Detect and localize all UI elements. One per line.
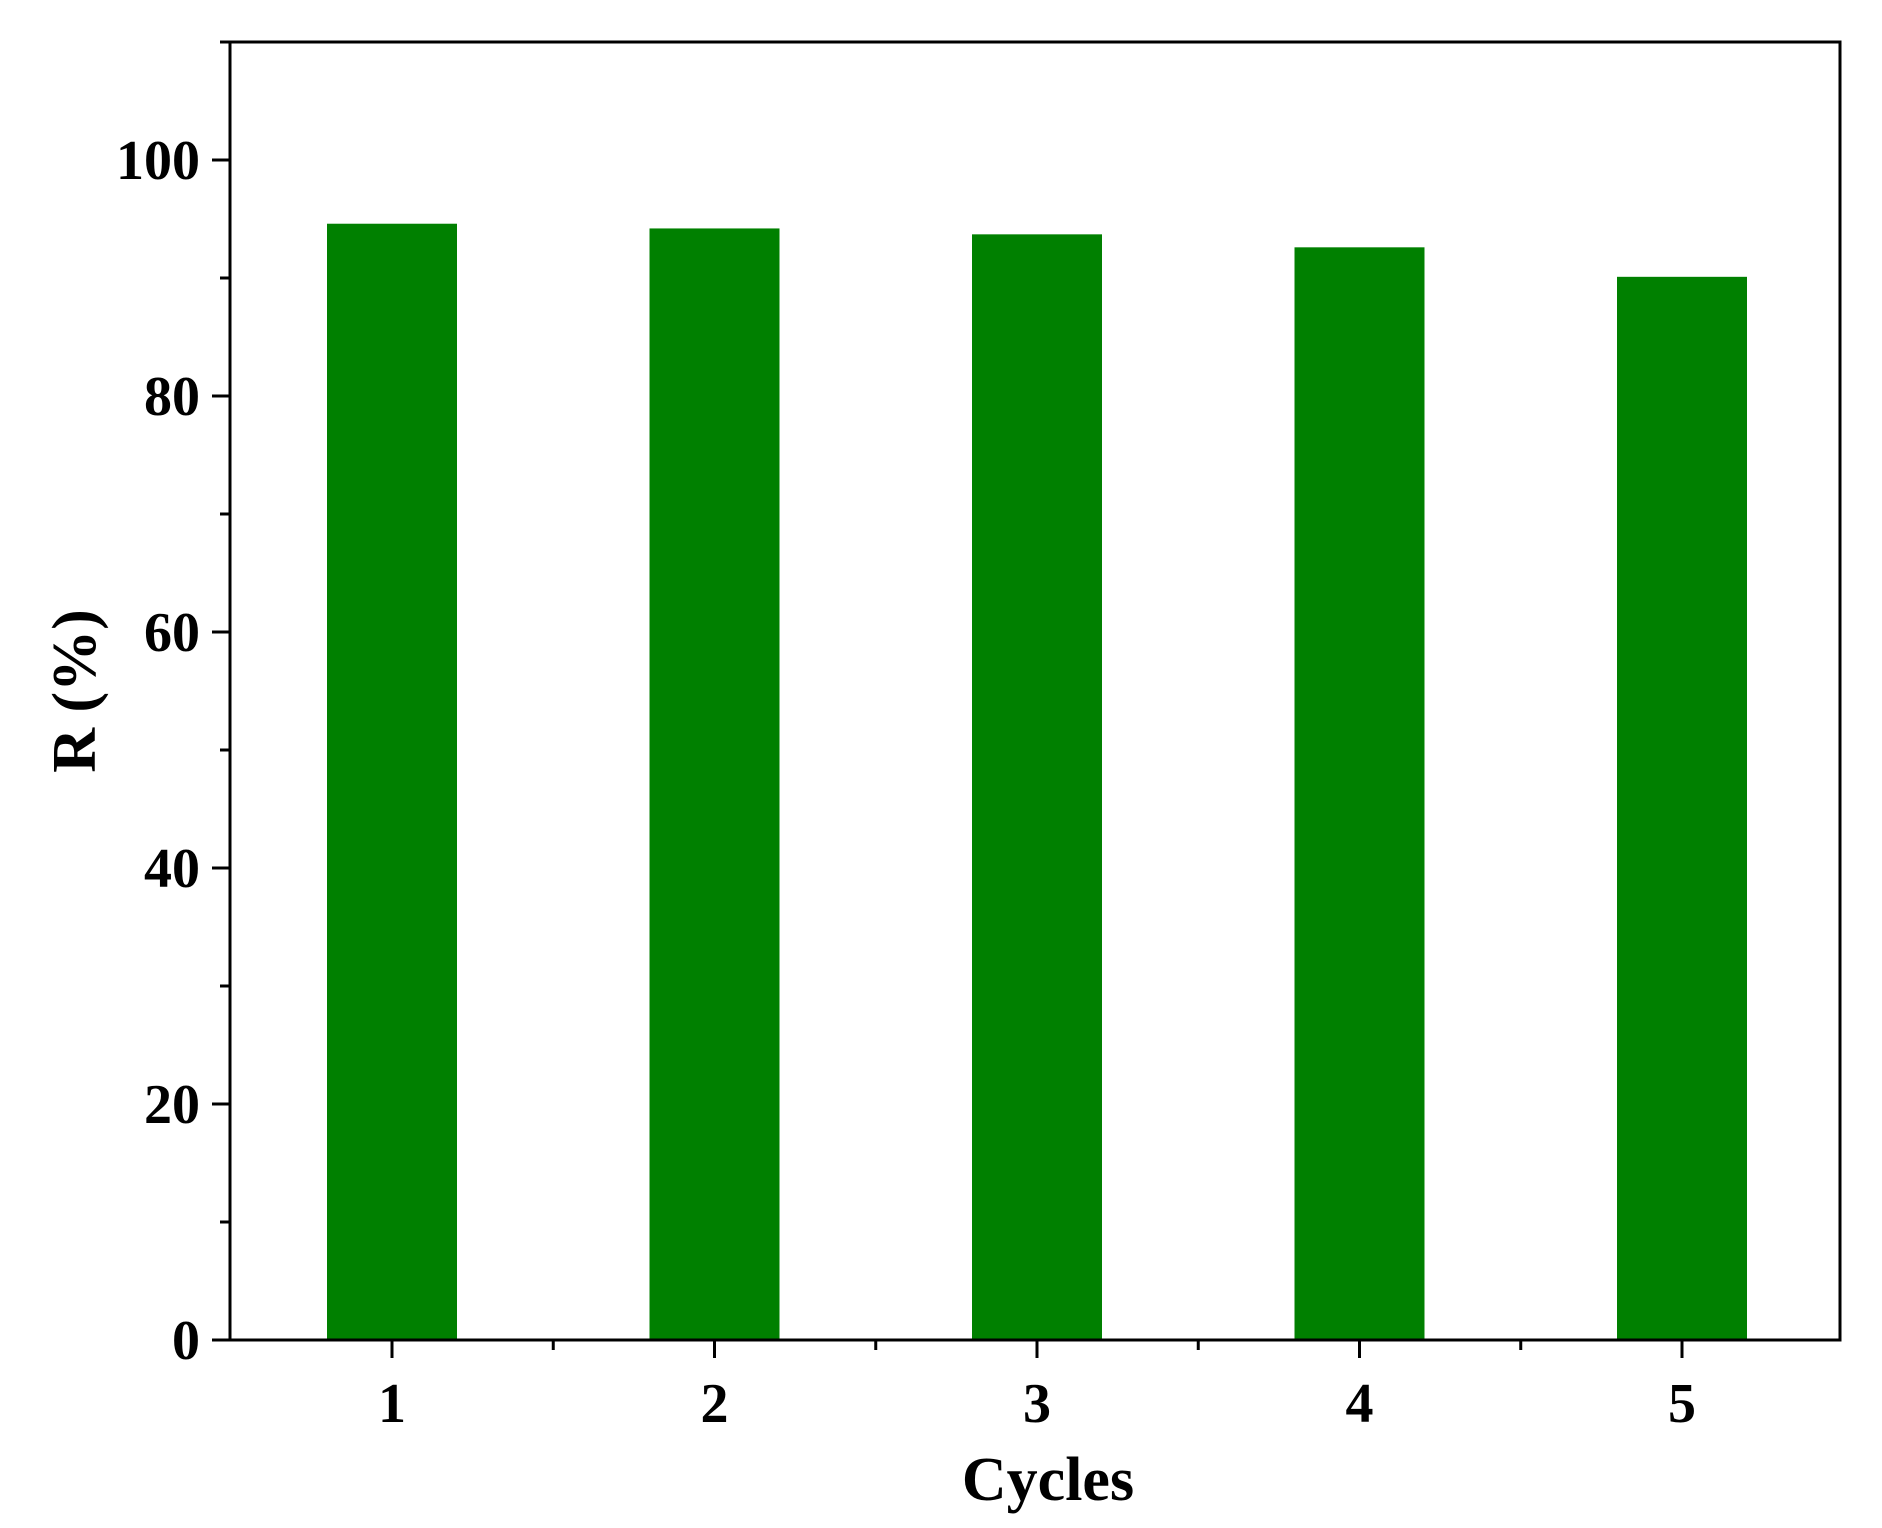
x-tick-label: 5	[1668, 1373, 1696, 1435]
x-axis-title: Cycles	[962, 1446, 1134, 1514]
bar-cycle-5	[1617, 276, 1747, 1340]
bars-group	[327, 223, 1747, 1341]
bar-cycle-1	[327, 223, 457, 1341]
bar-cycle-4	[1294, 247, 1425, 1340]
y-tick-label: 60	[144, 602, 200, 664]
y-axis-title: R (%)	[41, 609, 109, 773]
x-tick-label: 4	[1346, 1373, 1374, 1435]
y-tick-label: 0	[172, 1310, 200, 1372]
y-tick-label: 100	[116, 130, 200, 192]
axes-group: 0 20 40 60 80 100 1 2 3 4 5	[116, 40, 1840, 1435]
x-tick-label: 1	[378, 1373, 406, 1435]
bar-cycle-2	[649, 228, 780, 1341]
bar-cycle-3	[972, 234, 1102, 1341]
y-tick-label: 20	[144, 1074, 200, 1136]
x-tick-label: 3	[1023, 1373, 1051, 1435]
x-tick-label: 2	[701, 1373, 729, 1435]
y-tick-label: 80	[144, 366, 200, 428]
y-tick-label: 40	[144, 838, 200, 900]
